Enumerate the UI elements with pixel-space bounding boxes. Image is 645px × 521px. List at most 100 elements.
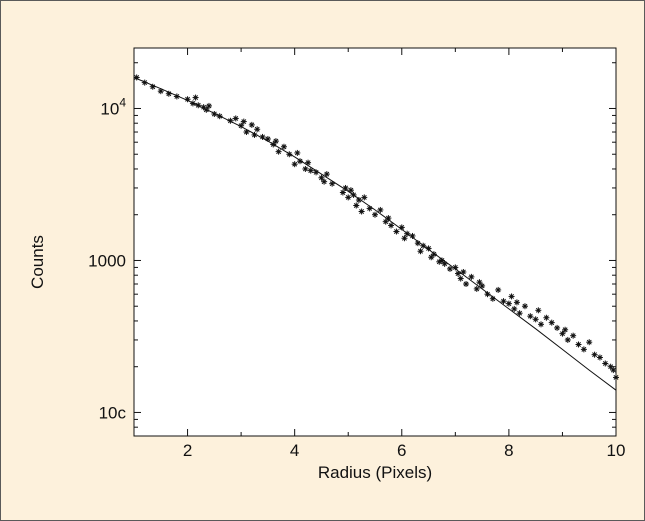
data-point	[372, 211, 378, 218]
data-point	[564, 336, 571, 343]
data-point	[562, 326, 569, 333]
data-point	[342, 184, 349, 191]
data-point	[420, 242, 427, 249]
data-point	[538, 321, 545, 328]
data-point	[414, 240, 421, 247]
data-point	[554, 324, 561, 331]
data-point	[358, 208, 365, 215]
data-point	[570, 332, 577, 339]
data-point	[280, 143, 287, 150]
data-point	[318, 174, 325, 181]
y-tick-label: 1000	[88, 251, 126, 270]
data-point	[586, 339, 593, 346]
data-point	[305, 159, 312, 166]
data-point	[297, 158, 304, 165]
data-point	[513, 299, 520, 306]
data-point	[516, 310, 523, 317]
data-point	[313, 169, 320, 176]
data-point	[211, 110, 218, 117]
data-point	[329, 180, 336, 187]
data-point	[133, 74, 140, 81]
data-point	[382, 218, 389, 225]
x-tick-label: 6	[397, 441, 406, 460]
data-point	[366, 205, 373, 212]
data-point	[559, 330, 566, 337]
x-tick-label: 10	[607, 441, 626, 460]
x-tick-label: 8	[504, 441, 513, 460]
data-point	[457, 275, 464, 282]
data-point	[535, 307, 542, 314]
y-tick-exponent: 4	[119, 95, 126, 109]
data-point	[321, 178, 328, 185]
data-point	[240, 118, 247, 125]
data-point	[476, 279, 483, 286]
data-point	[580, 346, 587, 353]
x-tick-label: 4	[290, 441, 299, 460]
data-point	[192, 94, 199, 101]
data-point	[243, 129, 250, 136]
data-point	[425, 245, 432, 252]
data-point	[401, 235, 408, 242]
data-point	[165, 90, 172, 97]
data-point	[430, 251, 437, 258]
data-point	[404, 230, 411, 237]
data-point	[468, 273, 475, 280]
data-point	[596, 354, 603, 361]
data-point	[575, 341, 582, 348]
data-point	[591, 351, 598, 358]
data-point	[446, 265, 453, 272]
x-tick-label: 2	[183, 441, 192, 460]
data-point	[463, 281, 470, 288]
data-point	[323, 171, 330, 178]
data-point	[195, 102, 202, 109]
data-point	[339, 189, 346, 196]
data-point	[393, 228, 400, 235]
data-point	[251, 131, 258, 138]
data-point	[489, 295, 496, 302]
data-point	[527, 313, 534, 320]
data-point	[275, 148, 282, 155]
data-point	[205, 102, 212, 109]
y-axis-ticks: 10c 1000 104	[88, 62, 616, 437]
x-axis-label: Radius (Pixels)	[318, 463, 432, 482]
y-tick-label: 104	[100, 95, 126, 118]
data-point	[238, 122, 245, 129]
data-point	[532, 316, 539, 323]
y-axis-label: Counts	[28, 235, 47, 289]
data-point	[505, 300, 512, 307]
data-point	[548, 319, 555, 326]
data-point	[495, 286, 502, 293]
data-point	[141, 79, 148, 86]
data-point	[157, 88, 164, 95]
data-point	[302, 165, 309, 172]
data-point	[248, 121, 255, 128]
data-point	[508, 293, 515, 300]
data-point	[272, 138, 279, 145]
data-point	[377, 206, 384, 213]
data-point	[452, 264, 459, 271]
data-point	[232, 115, 239, 122]
data-point	[484, 291, 491, 298]
data-point	[455, 270, 462, 277]
data-point	[294, 149, 301, 156]
data-point	[216, 113, 223, 120]
data-point	[347, 187, 354, 194]
data-point	[227, 117, 234, 124]
data-point	[307, 167, 314, 174]
data-point	[203, 106, 210, 113]
data-point	[613, 374, 619, 381]
data-point	[511, 305, 518, 312]
data-point	[388, 222, 395, 229]
data-point	[417, 248, 424, 255]
data-point	[385, 215, 392, 222]
x-axis-ticks: 2 4 6 8 10	[133, 48, 626, 460]
data-point	[254, 126, 261, 133]
data-point	[610, 367, 617, 374]
data-point	[543, 314, 550, 321]
data-point	[460, 268, 467, 275]
data-point	[398, 224, 405, 231]
data-point	[345, 194, 352, 201]
data-point	[473, 285, 480, 292]
data-point	[286, 151, 293, 158]
